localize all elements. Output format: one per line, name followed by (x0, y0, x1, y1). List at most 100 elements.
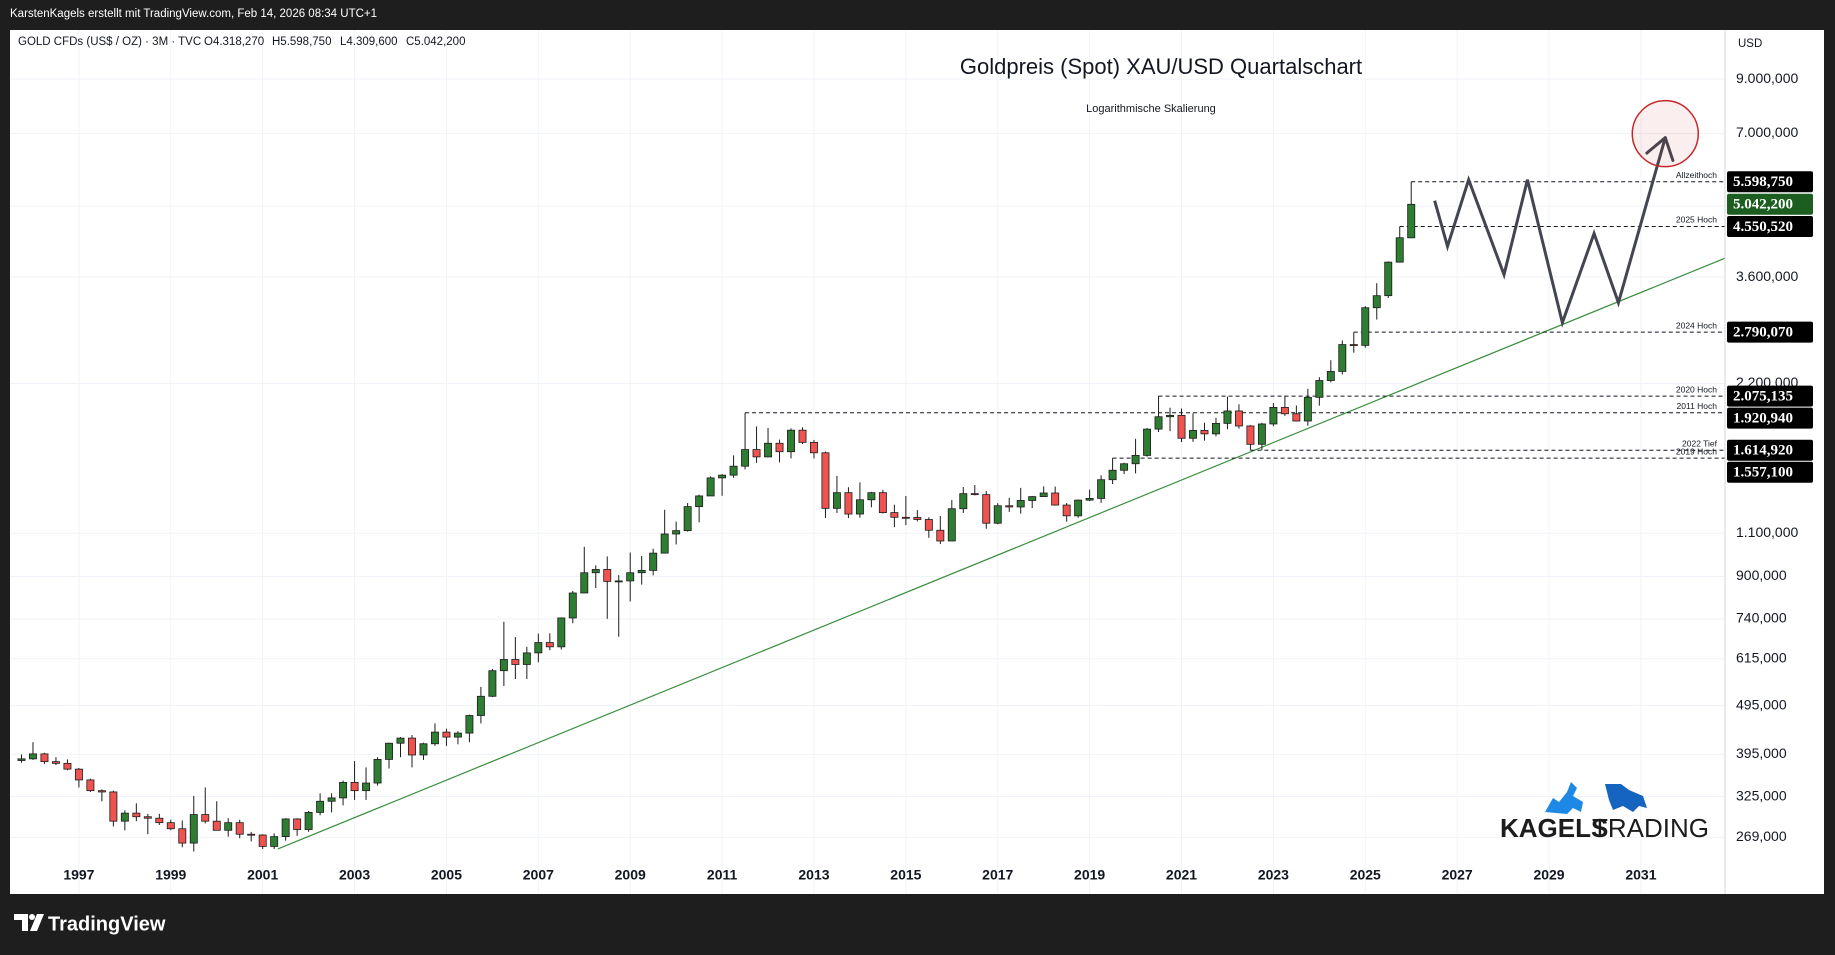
candle-body (247, 833, 256, 836)
candle-body (764, 442, 772, 458)
price-label-box (1727, 215, 1813, 237)
candle-body (1051, 492, 1060, 506)
candle-body (970, 493, 979, 496)
candle-body (672, 530, 681, 535)
candle-body (350, 782, 359, 792)
logo-bold: KAGELS (1500, 813, 1608, 843)
candle-body (327, 797, 336, 802)
price-label-box (1727, 461, 1813, 483)
candle-body (419, 743, 428, 756)
candle-body (695, 495, 704, 508)
candle-body (855, 499, 864, 515)
price-label: 1.920,940 (1733, 411, 1793, 427)
bear-icon (1605, 784, 1647, 812)
candle-body (235, 822, 244, 835)
candle-body (706, 477, 715, 497)
candle-body (74, 768, 83, 781)
plot: Allzeithoch 2025 Hoch 2024 Hoch 2020 Hoch 20… (17, 99, 1726, 852)
candle-body (385, 742, 393, 760)
y-tick-label: 615,000 (1736, 649, 1787, 665)
price-label-box (1727, 439, 1813, 461)
level-name: 2024 Hoch (1676, 320, 1717, 330)
level-name: 2019 Hoch (1676, 446, 1717, 456)
price-label-box (1727, 385, 1813, 407)
candle-body (821, 452, 830, 509)
candle-body (1269, 407, 1278, 425)
candle-body (316, 800, 325, 813)
level-name: Allzeithoch (1676, 170, 1717, 180)
forecast-arrowhead (1645, 136, 1667, 155)
candle-body (1166, 414, 1174, 418)
candle-body (293, 818, 302, 830)
candle-body (867, 492, 876, 501)
x-tick-label: 2031 (1625, 867, 1656, 883)
candle-body (1338, 344, 1347, 372)
x-tick-label: 2021 (1166, 867, 1197, 883)
y-tick-label: 9.000,000 (1736, 70, 1798, 86)
y-tick-label: 325,000 (1736, 787, 1787, 803)
y-tick-label: 495,000 (1736, 696, 1787, 712)
candle-body (17, 758, 26, 761)
price-label-box (1727, 407, 1813, 429)
candle-body (580, 572, 589, 594)
forecast-arrowhead (1663, 136, 1675, 162)
tv-icon (14, 914, 44, 931)
axis: 269,000 325,000 395,000 495,000 615,000 740,0… (63, 70, 1813, 883)
y-tick-label: 900,000 (1736, 567, 1787, 583)
candle-body (798, 429, 807, 443)
target-circle (1631, 99, 1700, 168)
forecast-path (1433, 137, 1667, 328)
candle-body (545, 642, 554, 648)
price-label: 1.614,920 (1733, 443, 1793, 459)
chart-subtitle: Logarithmische Skalierung (1086, 103, 1216, 115)
ohlc-open: O4.318,270 (204, 36, 264, 48)
candle-body (878, 492, 887, 514)
candle-body (408, 737, 416, 756)
logo-light: TRADING (1592, 813, 1709, 843)
candle-body (752, 449, 761, 458)
candle-body (810, 441, 818, 454)
candle-body (936, 529, 945, 542)
y-tick-label: 3.600,000 (1736, 268, 1798, 284)
candle-body (1292, 413, 1301, 422)
footer-logo: TradingView (14, 913, 166, 935)
candle-body (1246, 425, 1255, 445)
candle-body (1189, 430, 1197, 439)
price-label-box (1727, 193, 1813, 215)
price-label-box (1727, 321, 1813, 343)
x-tick-label: 2029 (1533, 867, 1564, 883)
symbol: GOLD CFDs (US$ / OZ) · 3M · TVC (18, 36, 201, 48)
candle-body (453, 732, 462, 738)
candle-body (626, 572, 635, 582)
candle-body (832, 492, 841, 509)
candle-body (718, 474, 727, 479)
candle-body (1120, 463, 1129, 471)
y-tick-label: 1.100,000 (1736, 524, 1798, 540)
candle-body (1097, 479, 1106, 499)
logo: KAGELS TRADING (1500, 782, 1709, 843)
candle-body (1315, 380, 1324, 398)
candle-body (178, 828, 187, 844)
candle-body (339, 782, 348, 799)
x-tick-label: 1997 (63, 867, 94, 883)
candle-body (568, 592, 577, 619)
x-tick-label: 2011 (707, 867, 738, 883)
candle-body (166, 822, 175, 830)
candle-body (109, 791, 118, 822)
currency: USD (1738, 38, 1762, 50)
grid (10, 30, 1725, 894)
candle-body (270, 836, 279, 847)
candle-body (155, 817, 164, 824)
candle-body (1131, 454, 1140, 465)
candle-body (97, 790, 106, 793)
candle-body (1177, 414, 1186, 439)
candle-body (741, 449, 750, 467)
candle-body (201, 814, 210, 822)
footer-brand: TradingView (48, 913, 166, 935)
candle-body (1108, 469, 1117, 481)
candle-body (1384, 261, 1393, 297)
candle-body (649, 552, 658, 571)
price-label: 4.550,520 (1733, 219, 1793, 235)
